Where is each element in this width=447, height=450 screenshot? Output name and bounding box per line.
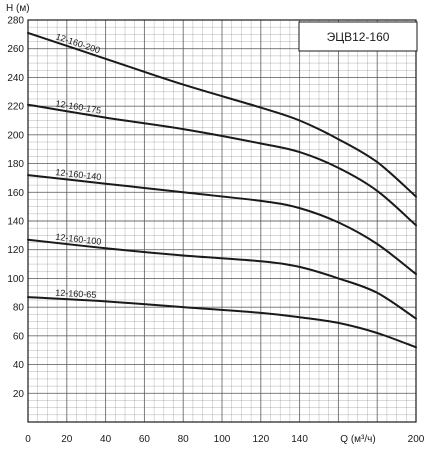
- series-label: 12-160-65: [55, 288, 97, 300]
- series-line-12-160-140: [27, 174, 417, 276]
- x-tick-label: 80: [178, 434, 190, 445]
- x-tick-label: 0: [25, 434, 31, 445]
- x-tick-label: 120: [252, 434, 269, 445]
- series-line-12-160-100: [27, 238, 417, 320]
- series-line-12-160-65: [27, 296, 417, 349]
- series-labels: 12-160-20012-160-17512-160-14012-160-100…: [55, 31, 102, 300]
- chart-title: ЭЦВ12-160: [327, 30, 390, 44]
- x-axis-title: Q (м³/ч): [340, 434, 375, 445]
- x-tick-label: 60: [139, 434, 151, 445]
- y-tick-label: 220: [7, 102, 24, 113]
- y-tick-label: 20: [13, 389, 25, 400]
- plot-frame: [27, 19, 417, 423]
- y-tick-label: 200: [7, 130, 24, 141]
- y-tick-label: 260: [7, 44, 24, 55]
- x-axis-title-bg: [322, 432, 394, 445]
- y-tick-label: 240: [7, 73, 24, 84]
- chart-title-frame: [298, 21, 418, 52]
- y-tick-label: 40: [13, 360, 25, 371]
- y-tick-label: 120: [7, 245, 24, 256]
- y-tick-label: 100: [7, 274, 24, 285]
- x-tick-label: 100: [214, 434, 231, 445]
- y-tick-label: 80: [13, 303, 25, 314]
- x-tick-label: 140: [291, 434, 308, 445]
- x-tick-label: 40: [100, 434, 112, 445]
- plot-border: [27, 19, 417, 423]
- x-tick-label: 20: [61, 434, 73, 445]
- y-tick-label: 280: [7, 16, 24, 27]
- y-tick-label: 60: [13, 331, 25, 342]
- series-line-12-160-175: [27, 103, 417, 227]
- x-tick-label: 200: [408, 434, 425, 445]
- y-tick-label: 140: [7, 217, 24, 228]
- series-line-12-160-200: [27, 31, 417, 198]
- y-axis-ticks: 20 40 60 80 100 120 140 160 180 200 220 240 260 280: [7, 16, 24, 400]
- y-tick-label: 160: [7, 188, 24, 199]
- y-axis-title: H (м): [6, 3, 30, 14]
- y-tick-label: 180: [7, 159, 24, 170]
- chart-title-box: ЭЦВ12-160: [298, 21, 418, 52]
- curves: [27, 31, 417, 349]
